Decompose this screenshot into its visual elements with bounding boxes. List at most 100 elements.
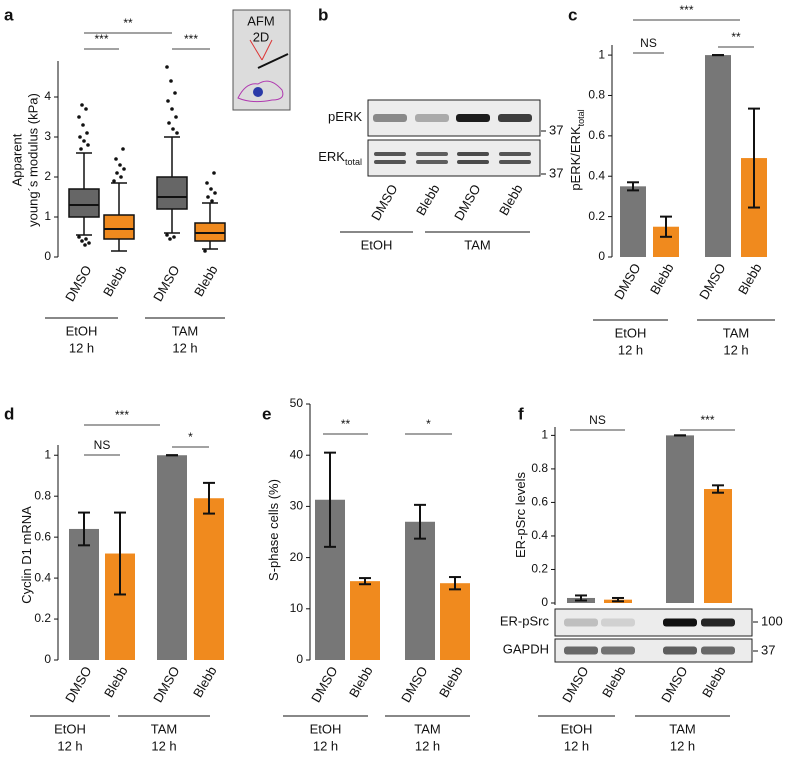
outlier — [173, 91, 177, 95]
group-label: EtOH — [310, 721, 342, 736]
x-tick-label: Blebb — [100, 263, 130, 299]
y-tick-label: 1 — [44, 209, 51, 223]
outlier — [119, 175, 123, 179]
x-tick-label: DMSO — [696, 261, 728, 302]
y-tick-label: 0.4 — [531, 528, 548, 542]
marker-label: 37 — [549, 122, 563, 137]
blot-band — [564, 646, 598, 655]
panel-letter: d — [4, 404, 14, 423]
panel-letter: b — [318, 5, 328, 24]
group-label: TAM — [723, 325, 749, 340]
y-axis-label: Cyclin D1 mRNA — [19, 506, 34, 604]
outlier — [80, 239, 84, 243]
box — [156, 176, 188, 210]
outlier — [78, 135, 82, 139]
significance-label: *** — [700, 413, 714, 427]
outlier — [83, 243, 87, 247]
x-tick-label: DMSO — [150, 664, 182, 705]
x-tick-label: Blebb — [191, 263, 221, 299]
bar — [350, 581, 380, 660]
blot-band — [663, 646, 697, 655]
blot-band — [373, 114, 407, 122]
blot-row-label: GAPDH — [503, 642, 549, 657]
bar — [157, 455, 187, 660]
blot-band — [601, 646, 635, 655]
outlier — [84, 237, 88, 241]
group-label: EtOH — [561, 721, 593, 736]
y-tick-label: 0.4 — [588, 168, 605, 182]
x-tick-label: DMSO — [368, 182, 400, 223]
inset-label: 2D — [253, 29, 270, 44]
outlier — [166, 99, 170, 103]
y-tick-label: 4 — [44, 89, 51, 103]
marker-label: 37 — [549, 165, 563, 180]
group-label: 12 h — [618, 342, 643, 357]
significance-label: *** — [679, 3, 693, 17]
laser — [261, 39, 273, 61]
significance-label: NS — [589, 413, 606, 427]
outlier — [82, 139, 86, 143]
x-tick-label: Blebb — [647, 261, 677, 297]
bar — [666, 435, 694, 603]
blot-band — [498, 114, 532, 122]
x-tick-label: Blebb — [190, 664, 220, 700]
significance-label: ** — [123, 16, 133, 30]
y-axis-label: S-phase cells (%) — [266, 479, 281, 581]
y-axis-label: Apparent — [9, 133, 24, 186]
group-label: TAM — [464, 237, 490, 252]
blot-band — [374, 152, 406, 156]
y-tick-label: 2 — [44, 169, 51, 183]
significance-label: ** — [731, 30, 741, 44]
outlier — [122, 167, 126, 171]
group-label: TAM — [414, 721, 440, 736]
y-tick-label: 0.2 — [34, 611, 51, 625]
blot-band — [499, 160, 531, 164]
outlier — [213, 191, 217, 195]
significance-label: * — [426, 417, 431, 431]
group-label: 12 h — [415, 738, 440, 753]
y-tick-label: 1 — [598, 47, 605, 61]
panel-letter: c — [568, 5, 577, 24]
y-tick-label: 30 — [290, 499, 304, 513]
outlier — [209, 187, 213, 191]
panel-letter: f — [518, 404, 524, 423]
outlier — [175, 131, 179, 135]
group-label: 12 h — [723, 342, 748, 357]
group-label: 12 h — [172, 340, 197, 355]
bar — [620, 186, 646, 257]
group-label: EtOH — [54, 721, 86, 736]
y-tick-label: 0.2 — [531, 562, 548, 576]
blot-band — [663, 618, 697, 627]
cantilever — [257, 53, 289, 69]
outlier — [167, 121, 171, 125]
blot-band — [415, 114, 449, 122]
significance-label: ** — [341, 417, 351, 431]
group-label: 12 h — [313, 738, 338, 753]
outlier — [212, 171, 216, 175]
group-label: 12 h — [564, 738, 589, 753]
y-axis-label: pERK/ERKtotal — [568, 109, 586, 190]
blot-band — [701, 646, 735, 655]
outlier — [205, 181, 209, 185]
y-tick-label: 0 — [44, 652, 51, 666]
x-tick-label: Blebb — [413, 182, 443, 218]
outlier — [169, 79, 173, 83]
laser — [249, 39, 263, 61]
blot-row-label: pERK — [328, 109, 362, 124]
significance-label: NS — [94, 438, 111, 452]
outlier — [121, 147, 125, 151]
x-tick-label: Blebb — [496, 182, 526, 218]
x-tick-label: Blebb — [699, 664, 729, 700]
bar — [194, 498, 224, 660]
blot-band — [457, 160, 489, 164]
x-tick-label: DMSO — [611, 261, 643, 302]
cell — [237, 80, 284, 103]
group-label: EtOH — [66, 323, 98, 338]
outlier — [203, 249, 207, 253]
inset-label: AFM — [247, 13, 274, 28]
y-tick-label: 50 — [290, 396, 304, 410]
outlier — [86, 143, 90, 147]
y-tick-label: 0.8 — [588, 88, 605, 102]
panel-letter: e — [262, 404, 271, 423]
